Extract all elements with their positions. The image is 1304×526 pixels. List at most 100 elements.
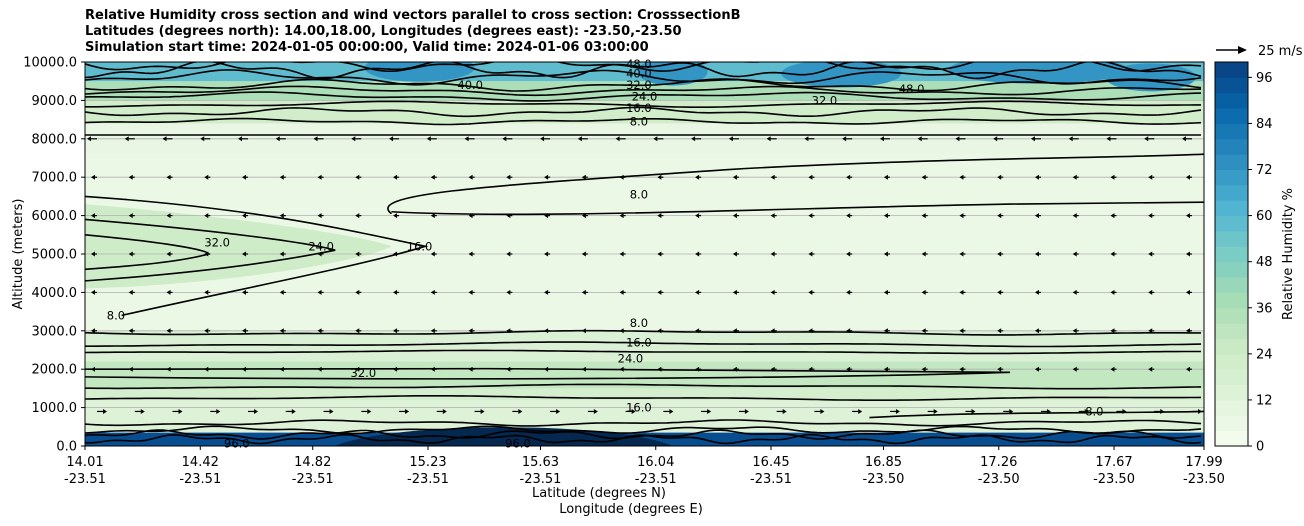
wind-vector-head bbox=[883, 251, 888, 257]
x-tick-label-lon: -23.50 bbox=[1183, 472, 1225, 487]
x-tick-label-lon: -23.51 bbox=[292, 472, 334, 487]
wind-vector-head bbox=[351, 136, 356, 142]
colorbar-segment bbox=[1215, 77, 1248, 94]
wind-vector-head bbox=[430, 213, 435, 219]
wind-vector-head bbox=[544, 251, 549, 257]
colorbar-label: Relative Humidity % bbox=[1281, 188, 1296, 320]
wind-vector-head bbox=[544, 289, 549, 295]
wind-vector-head bbox=[430, 174, 435, 180]
wind-vector-head bbox=[1186, 251, 1190, 257]
wind-vector-head bbox=[1110, 174, 1115, 180]
contour-label-16: 16.0 bbox=[407, 239, 433, 253]
wind-vector-head bbox=[959, 366, 964, 372]
wind-vector-head bbox=[581, 328, 586, 334]
x-tick-label-lon: -23.51 bbox=[520, 472, 562, 487]
wind-vector-head bbox=[204, 366, 209, 372]
colorbar-frame bbox=[1214, 61, 1249, 447]
wind-vector-head bbox=[279, 289, 284, 295]
wind-vector-head bbox=[128, 174, 133, 180]
chart-title-line-2: Latitudes (degrees north): 14.00,18.00, … bbox=[85, 24, 682, 39]
wind-vector-head bbox=[1034, 328, 1039, 334]
contour-label-9: 40.0 bbox=[626, 67, 652, 81]
wind-vector-head bbox=[254, 408, 259, 414]
wind-vector-head bbox=[1110, 366, 1115, 372]
wind-vector-head bbox=[1148, 328, 1153, 334]
wind-vector-head bbox=[808, 251, 813, 257]
contour-label-2: 16.0 bbox=[626, 335, 652, 349]
x-tick-label-lon: -23.51 bbox=[64, 472, 106, 487]
wind-vector-head bbox=[1186, 366, 1190, 372]
wind-vector-head bbox=[128, 213, 133, 219]
contour-line-8 bbox=[85, 117, 1202, 126]
colorbar-segment bbox=[1215, 138, 1248, 155]
wind-vector-head bbox=[355, 251, 360, 257]
wind-vector-head bbox=[317, 366, 322, 372]
contour-line-15 bbox=[85, 419, 1202, 427]
rh-moist-tongue bbox=[85, 204, 392, 289]
x-tick-label-lon: -23.51 bbox=[635, 472, 677, 487]
wind-vector-head bbox=[657, 213, 662, 219]
y-tick-label: 8000.0 bbox=[32, 132, 78, 147]
wind-vector-head bbox=[959, 251, 964, 257]
wind-vector-head bbox=[544, 213, 549, 219]
contour-line-18 bbox=[85, 433, 1202, 445]
wind-vector-head bbox=[732, 289, 737, 295]
wind-vector-head bbox=[997, 366, 1002, 372]
wind-vector-head bbox=[1148, 174, 1153, 180]
wind-vector-head bbox=[1072, 366, 1077, 372]
wind-vector-head bbox=[820, 408, 825, 414]
chart-title-line-1: Relative Humidity cross section and wind… bbox=[85, 8, 741, 23]
wind-vector-head bbox=[506, 366, 511, 372]
wind-vector-head bbox=[468, 366, 473, 372]
wind-vector-head bbox=[619, 251, 624, 257]
rh-band-8 bbox=[85, 81, 1204, 101]
rh-patch-3 bbox=[364, 62, 475, 82]
contour-label-21: 96.0 bbox=[505, 437, 531, 451]
colorbar-segment bbox=[1215, 307, 1248, 324]
wind-vector-head bbox=[782, 408, 787, 414]
x-tick-label-lat: 14.82 bbox=[294, 455, 331, 470]
wind-vector-head bbox=[879, 136, 884, 142]
wind-vector-head bbox=[544, 328, 549, 334]
wind-vector-head bbox=[1110, 251, 1115, 257]
wind-vector-head bbox=[128, 251, 133, 257]
wind-vector-head bbox=[162, 136, 167, 142]
wind-vector-head bbox=[808, 328, 813, 334]
wind-vector-head bbox=[128, 328, 133, 334]
contour-closed-5 bbox=[85, 367, 1011, 380]
wind-vector-head bbox=[166, 174, 171, 180]
wind-vector-head bbox=[883, 289, 888, 295]
wind-vector-head bbox=[883, 328, 888, 334]
x-tick-label-lat: 16.45 bbox=[752, 455, 789, 470]
wind-vector-head bbox=[1068, 136, 1073, 142]
wind-vector-head bbox=[577, 136, 582, 142]
colorbar-segment bbox=[1215, 369, 1248, 386]
wind-vector-head bbox=[921, 366, 926, 372]
wind-vector-head bbox=[204, 289, 209, 295]
wind-vector-head bbox=[619, 366, 624, 372]
wind-vector-head bbox=[846, 174, 851, 180]
wind-vector-head bbox=[393, 251, 398, 257]
wind-vector-head bbox=[657, 366, 662, 372]
wind-vector-head bbox=[393, 174, 398, 180]
wind-vector-head bbox=[279, 174, 284, 180]
wind-vector-head bbox=[91, 328, 95, 334]
wind-vector-head bbox=[744, 408, 749, 414]
wind-vector-head bbox=[770, 213, 775, 219]
wind-vector-head bbox=[657, 174, 662, 180]
wind-vector-head bbox=[959, 289, 964, 295]
wind-vector-head bbox=[242, 213, 247, 219]
y-tick-label: 2000.0 bbox=[32, 363, 78, 378]
contour-line-5 bbox=[85, 91, 1202, 102]
contour-label-12: 32.0 bbox=[812, 93, 838, 107]
colorbar-segment bbox=[1215, 353, 1248, 370]
wind-vector-head bbox=[846, 328, 851, 334]
wind-vector-head bbox=[313, 136, 318, 142]
wind-vector-head bbox=[955, 136, 960, 142]
colorbar-segment bbox=[1215, 92, 1248, 109]
contour-closed-1 bbox=[391, 201, 1204, 216]
wind-vector-head bbox=[317, 174, 322, 180]
wind-vector-head bbox=[1106, 136, 1111, 142]
wind-vector-head bbox=[770, 328, 775, 334]
